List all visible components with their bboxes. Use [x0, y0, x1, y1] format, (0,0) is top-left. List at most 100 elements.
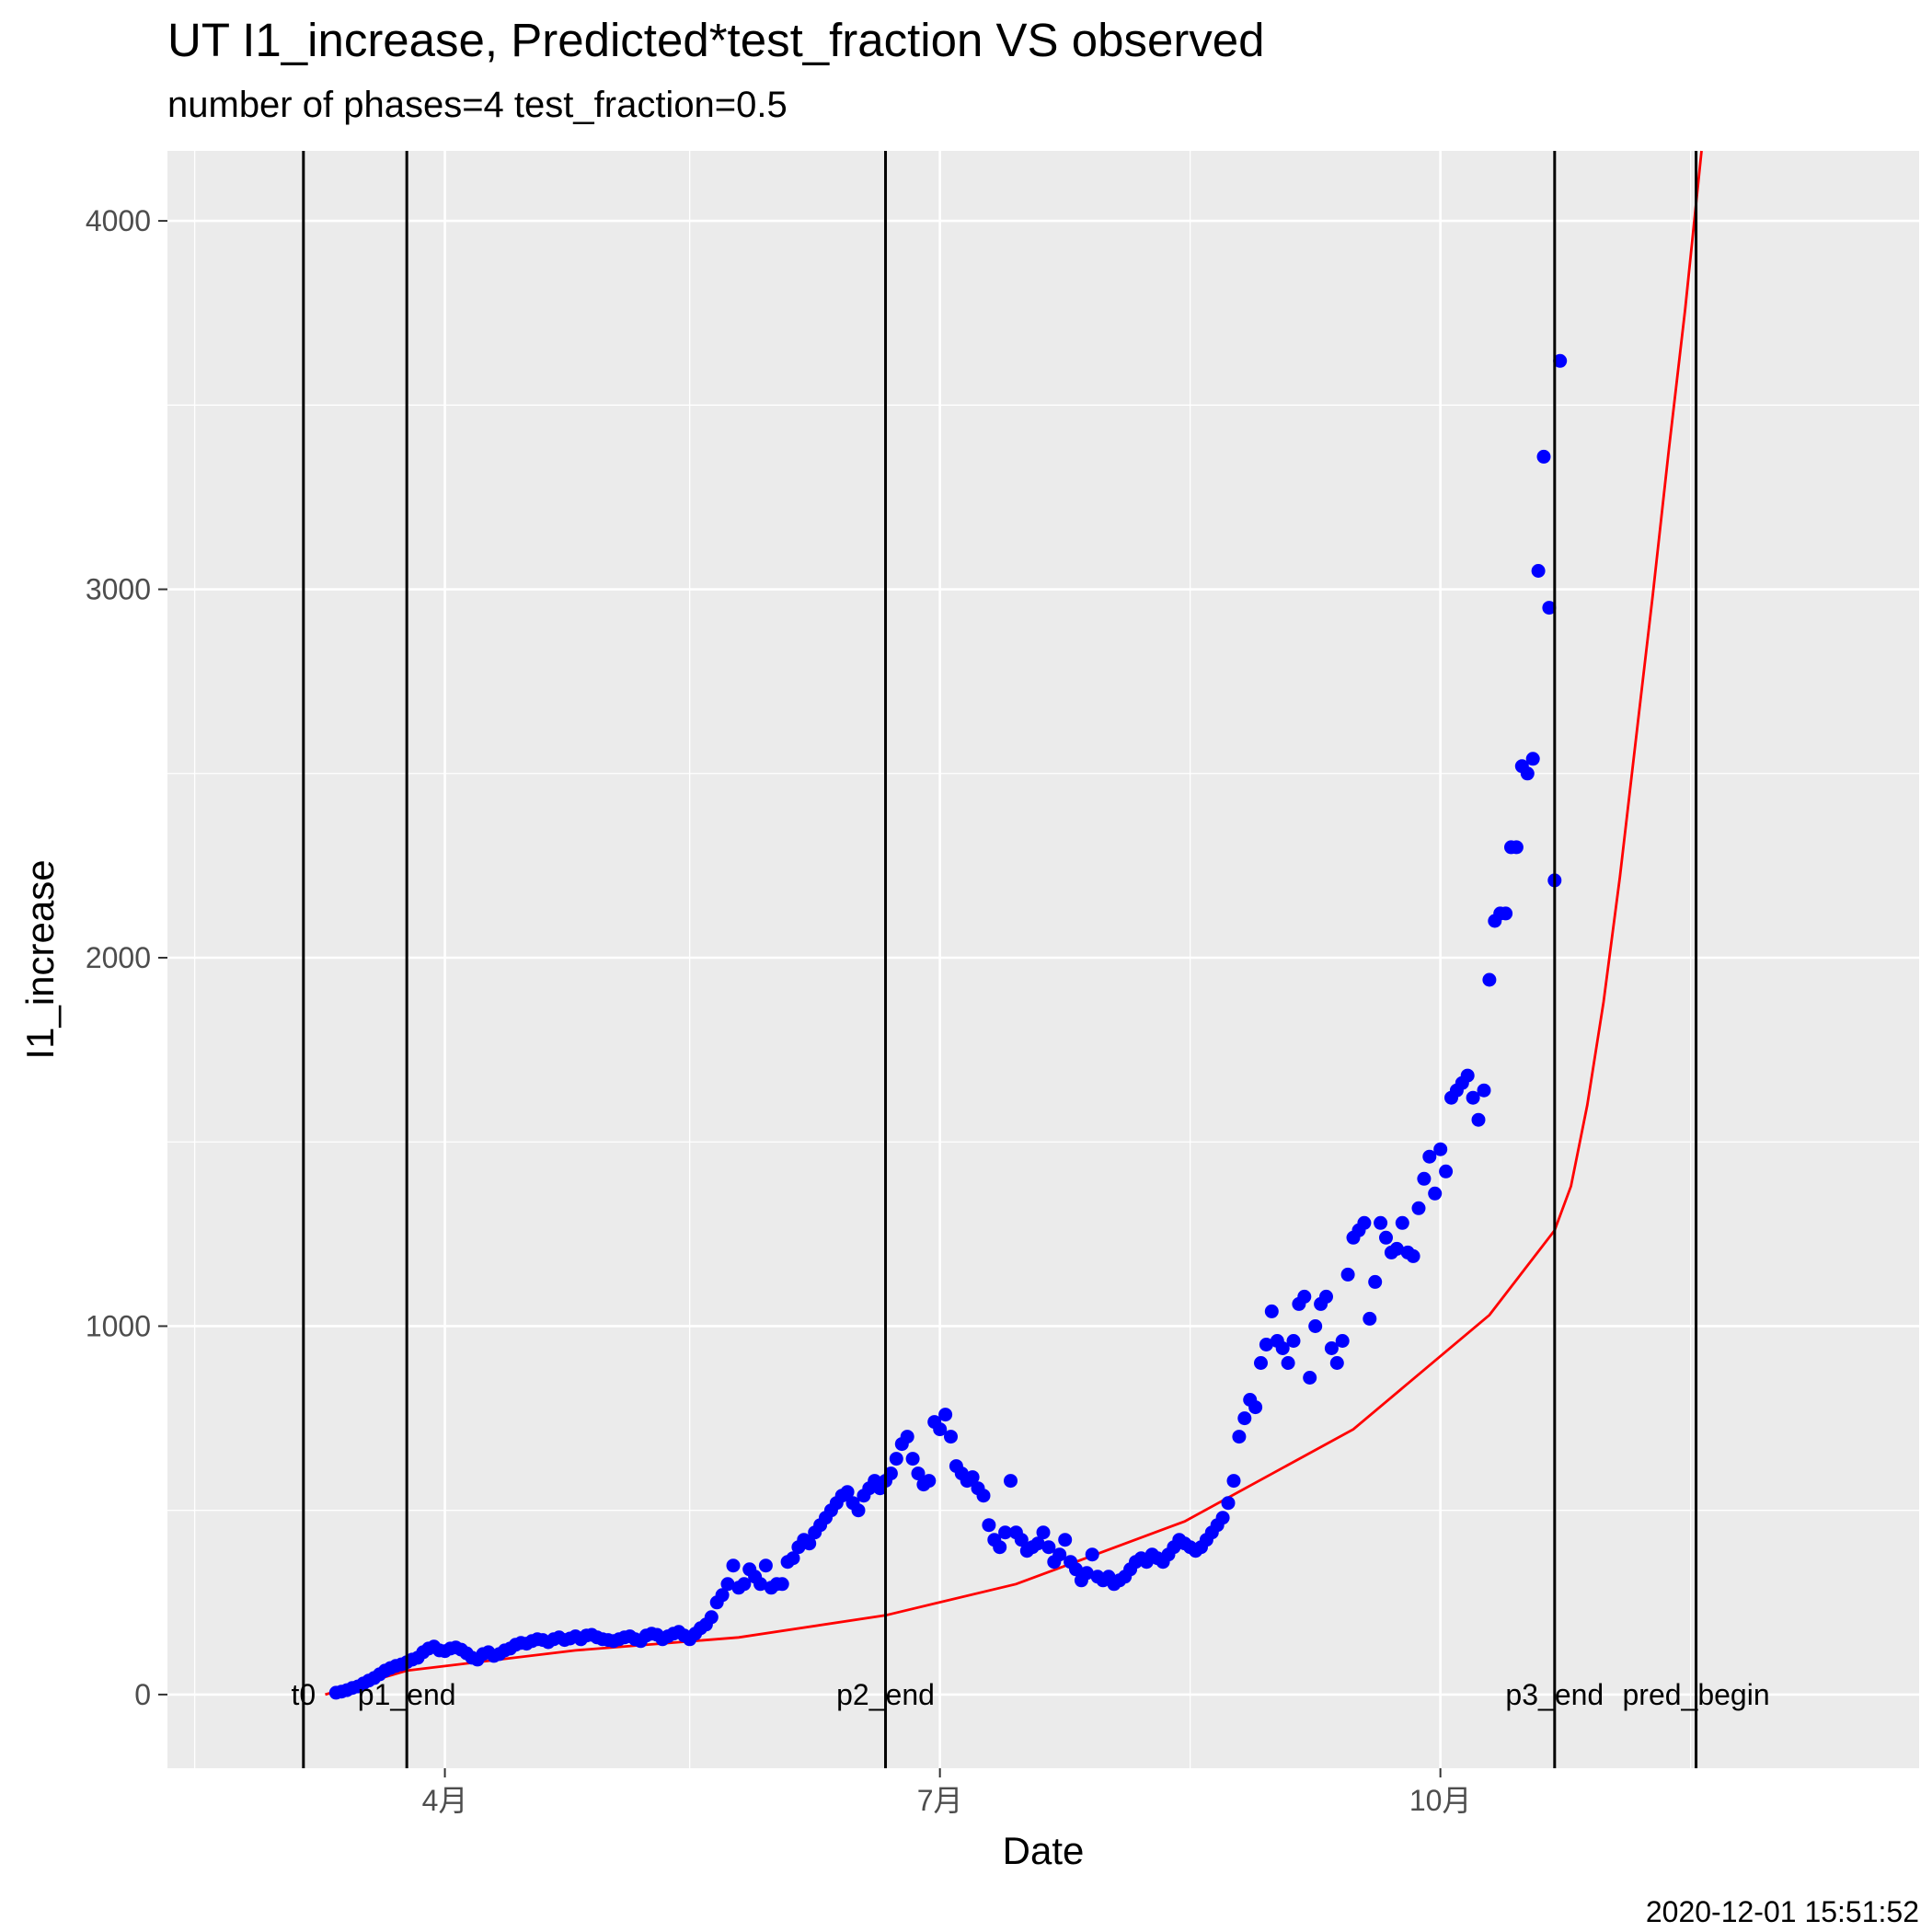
- observed-point: [1466, 1090, 1480, 1105]
- observed-point: [1531, 564, 1546, 578]
- observed-point: [1477, 1083, 1491, 1098]
- observed-point: [1329, 1356, 1344, 1370]
- observed-point: [976, 1489, 991, 1503]
- y-tick-label: 3000: [86, 573, 151, 606]
- chart-title: UT I1_increase, Predicted*test_fraction …: [167, 14, 1265, 66]
- x-axis: 4月 7月 10月: [422, 1768, 1472, 1817]
- observed-point: [1422, 1149, 1437, 1164]
- observed-point: [1004, 1474, 1018, 1489]
- observed-point: [1221, 1496, 1236, 1511]
- y-tick-label: 4000: [86, 204, 151, 237]
- y-axis-title: I1_increase: [18, 859, 62, 1059]
- observed-point: [726, 1558, 741, 1573]
- observed-point: [1259, 1338, 1273, 1351]
- observed-point: [1058, 1533, 1073, 1547]
- observed-point: [1357, 1215, 1372, 1230]
- observed-point: [1509, 840, 1524, 855]
- observed-point: [1297, 1289, 1312, 1304]
- observed-point: [922, 1474, 937, 1489]
- observed-point: [1542, 601, 1557, 615]
- observed-point: [1439, 1164, 1454, 1179]
- observed-point: [938, 1408, 953, 1422]
- observed-point: [1052, 1547, 1067, 1562]
- observed-point: [1499, 906, 1513, 921]
- observed-point: [1069, 1562, 1083, 1577]
- observed-point: [1406, 1248, 1420, 1263]
- observed-point: [1340, 1267, 1355, 1282]
- observed-point: [1460, 1068, 1475, 1083]
- observed-point: [1079, 1566, 1094, 1581]
- observed-point: [758, 1558, 773, 1573]
- grid-minor: [167, 151, 1919, 1768]
- observed-point: [1041, 1540, 1056, 1555]
- observed-point: [933, 1422, 948, 1437]
- phase-label-p2-end: p2_end: [836, 1678, 935, 1711]
- y-tick-label: 1000: [86, 1309, 151, 1342]
- observed-point: [1308, 1319, 1323, 1333]
- observed-series: [328, 353, 1568, 1700]
- observed-point: [1389, 1241, 1404, 1256]
- observed-point: [851, 1503, 866, 1518]
- observed-point: [1335, 1334, 1350, 1348]
- grid-major: [167, 151, 1919, 1768]
- observed-point: [1264, 1304, 1279, 1318]
- observed-point: [1536, 449, 1551, 464]
- observed-point: [993, 1540, 1007, 1555]
- observed-point: [1254, 1356, 1268, 1370]
- observed-point: [944, 1430, 958, 1444]
- x-tick-label: 4月: [422, 1784, 468, 1817]
- observed-point: [720, 1577, 735, 1592]
- observed-point: [1363, 1311, 1377, 1326]
- observed-point: [802, 1536, 817, 1551]
- x-tick-label: 10月: [1409, 1784, 1472, 1817]
- observed-point: [1030, 1536, 1045, 1551]
- chart-subtitle: number of phases=4 test_fraction=0.5: [167, 85, 788, 125]
- observed-point: [1324, 1341, 1339, 1355]
- observed-point: [900, 1430, 914, 1444]
- observed-point: [1237, 1411, 1252, 1426]
- observed-point: [1471, 1112, 1486, 1127]
- observed-point: [753, 1577, 767, 1592]
- observed-point: [965, 1470, 980, 1485]
- observed-point: [998, 1525, 1013, 1540]
- observed-point: [1374, 1215, 1388, 1230]
- observed-point: [1319, 1289, 1333, 1304]
- y-axis: 0 1000 2000 3000 4000: [86, 204, 167, 1711]
- y-tick-label: 0: [134, 1678, 151, 1711]
- y-tick-label: 2000: [86, 941, 151, 974]
- phase-label-p1-end: p1_end: [358, 1678, 456, 1711]
- observed-point: [982, 1518, 996, 1533]
- observed-point: [1281, 1356, 1295, 1370]
- observed-point: [1525, 752, 1540, 766]
- observed-point: [889, 1452, 903, 1466]
- observed-point: [1286, 1334, 1301, 1348]
- observed-point: [1368, 1274, 1383, 1289]
- observed-point: [1232, 1430, 1247, 1444]
- timestamp: 2020-12-01 15:51:52: [1645, 1895, 1919, 1928]
- phase-label-pred-begin: pred_begin: [1622, 1678, 1769, 1711]
- observed-point: [1428, 1186, 1443, 1201]
- observed-point: [1482, 972, 1497, 987]
- observed-point: [1014, 1533, 1029, 1547]
- phase-label-p3-end: p3_end: [1505, 1678, 1604, 1711]
- observed-point: [1226, 1474, 1241, 1489]
- observed-point: [1085, 1547, 1099, 1562]
- observed-point: [1553, 353, 1568, 368]
- observed-point: [905, 1452, 920, 1466]
- observed-point: [883, 1466, 898, 1481]
- x-tick-label: 7月: [917, 1784, 963, 1817]
- observed-point: [1303, 1371, 1317, 1385]
- plot-panel: [167, 151, 1919, 1768]
- observed-point: [1417, 1171, 1432, 1186]
- observed-point: [786, 1551, 800, 1566]
- observed-point: [1275, 1341, 1290, 1355]
- observed-point: [840, 1485, 855, 1500]
- observed-point: [1379, 1230, 1393, 1245]
- observed-point: [1520, 766, 1535, 781]
- phase-lines: t0 p1_end p2_end p3_end pred_begin: [291, 151, 1770, 1768]
- observed-point: [1395, 1215, 1409, 1230]
- observed-point: [1215, 1511, 1230, 1525]
- observed-point: [737, 1577, 752, 1592]
- x-axis-title: Date: [1003, 1829, 1085, 1872]
